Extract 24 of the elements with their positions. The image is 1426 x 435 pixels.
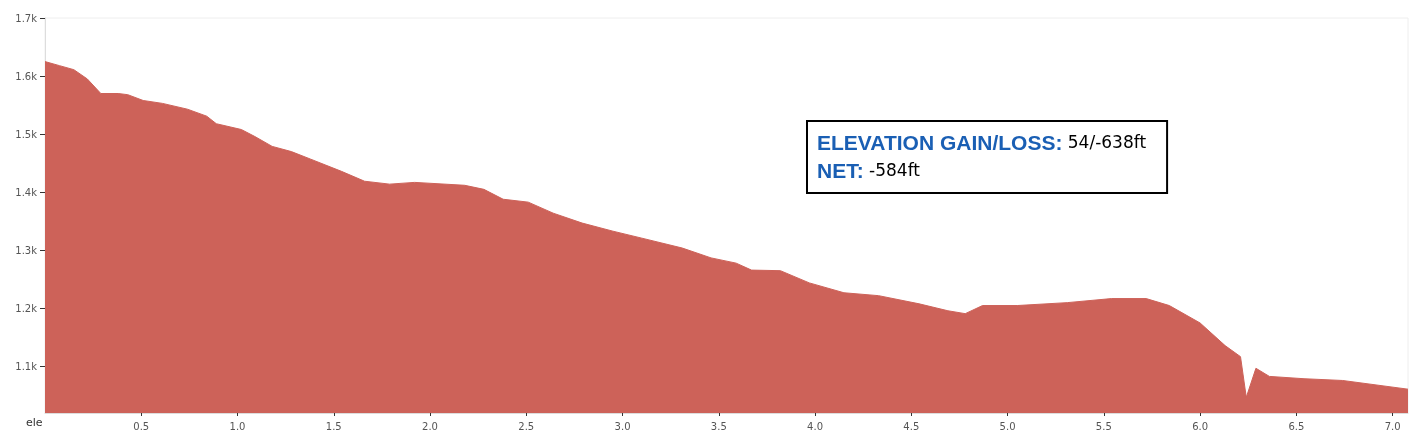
x-tick-label: 2.0 <box>422 420 438 432</box>
y-tick-label: 1.2k <box>15 302 38 314</box>
x-tick-label: 2.5 <box>518 420 535 432</box>
x-tick-label: 7.0 <box>1384 420 1401 432</box>
x-tick-label: 0.5 <box>133 420 150 432</box>
x-tick-label: 4.0 <box>807 420 824 432</box>
x-tick-label: 1.0 <box>229 420 246 432</box>
annotation: ELEVATION GAIN/LOSS: 54/-638ft <box>817 130 1147 154</box>
y-tick-label: 1.4k <box>15 186 38 198</box>
x-tick-label: 5.0 <box>999 420 1016 432</box>
x-tick-label: 1.5 <box>325 420 342 432</box>
y-tick-label: 1.6k <box>15 70 38 82</box>
y-tick-label: 1.1k <box>15 361 38 373</box>
y-tick-label: 1.3k <box>15 244 38 256</box>
x-tick-label: 5.5 <box>1095 420 1112 432</box>
y-axis-title: ele <box>26 416 43 429</box>
y-tick-label: 1.5k <box>15 128 38 140</box>
annotation: NET: -584ft <box>817 158 921 182</box>
x-tick-label: 3.0 <box>614 420 631 432</box>
x-tick-label: 6.5 <box>1288 420 1305 432</box>
x-tick-label: 3.5 <box>710 420 727 432</box>
x-tick-label: 4.5 <box>903 420 920 432</box>
y-tick-label: 1.7k <box>15 12 38 24</box>
x-tick-label: 6.0 <box>1192 420 1209 432</box>
